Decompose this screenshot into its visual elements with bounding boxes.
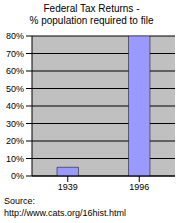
svg-text:40%: 40%	[6, 101, 24, 111]
html-text:% population required to file: % population required to file	[29, 15, 154, 26]
html-text:Source:: Source:	[4, 196, 35, 206]
html-text:http://www.cats.org/16hist.htm: http://www.cats.org/16hist.html	[4, 208, 127, 218]
svg-text:10%: 10%	[6, 154, 24, 164]
svg-text:20%: 20%	[6, 136, 24, 146]
html-text:Federal Tax Returns -: Federal Tax Returns -	[43, 3, 140, 14]
svg-text:1996: 1996	[129, 182, 149, 192]
svg-text:50%: 50%	[6, 84, 24, 94]
svg-text:30%: 30%	[6, 119, 24, 129]
svg-text:0%: 0%	[11, 171, 24, 181]
svg-text:1939: 1939	[58, 182, 78, 192]
svg-text:60%: 60%	[6, 66, 24, 76]
svg-text:70%: 70%	[6, 49, 24, 59]
svg-text:80%: 80%	[6, 31, 24, 41]
